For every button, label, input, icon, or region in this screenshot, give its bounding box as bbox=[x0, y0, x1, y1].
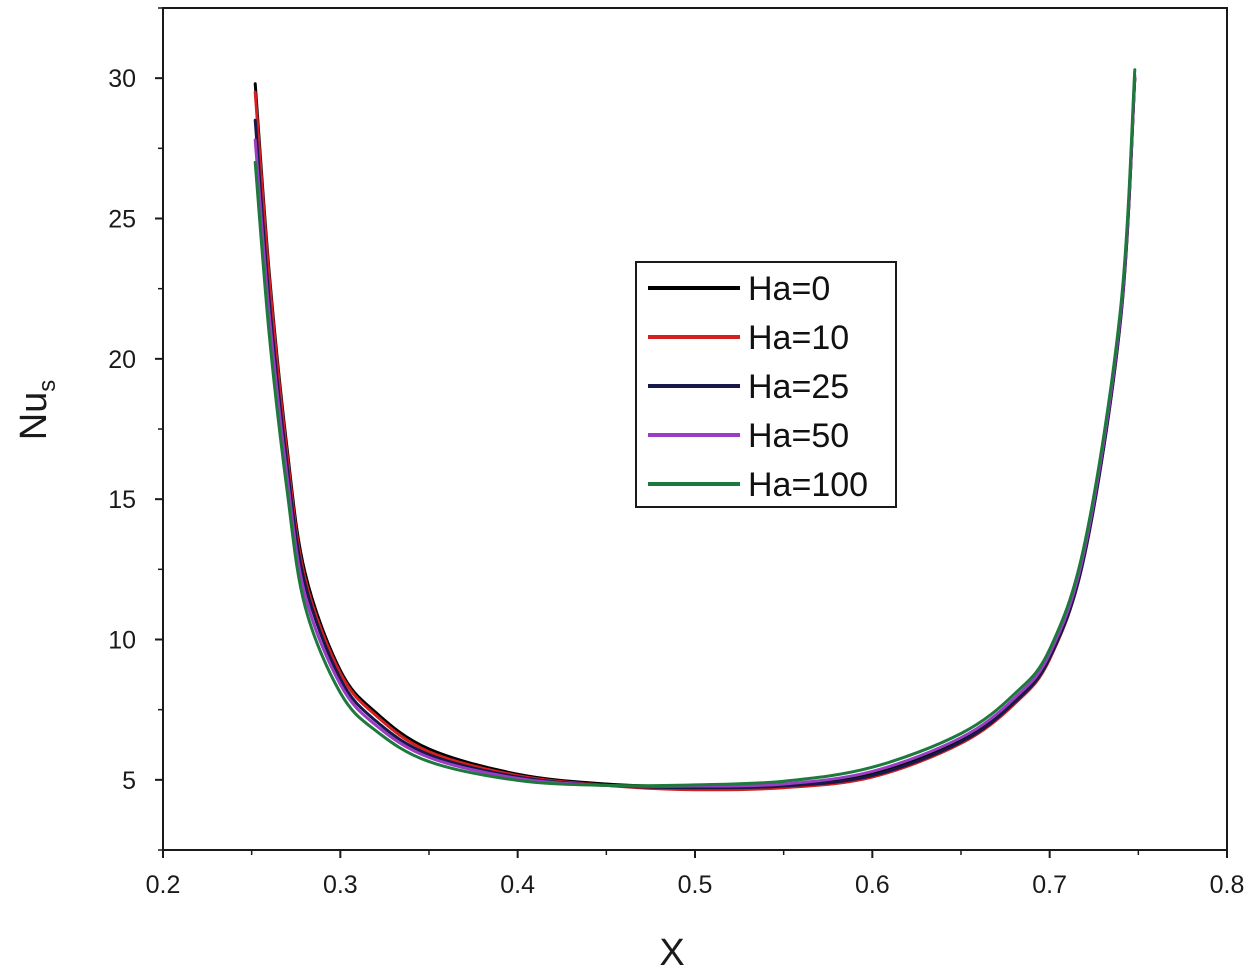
y-tick-label: 20 bbox=[108, 346, 136, 374]
y-tick-label: 30 bbox=[108, 65, 136, 93]
legend-label: Ha=100 bbox=[748, 466, 868, 504]
x-tick-label: 0.8 bbox=[1210, 871, 1245, 899]
y-tick-label: 10 bbox=[108, 627, 136, 655]
x-tick-label: 0.6 bbox=[855, 871, 890, 899]
legend-label: Ha=10 bbox=[748, 319, 849, 357]
legend-label: Ha=25 bbox=[748, 368, 849, 406]
y-axis-title-sub: s bbox=[34, 380, 61, 392]
y-tick-label: 15 bbox=[108, 486, 136, 514]
x-tick-label: 0.4 bbox=[500, 871, 535, 899]
x-tick-label: 0.7 bbox=[1032, 871, 1067, 899]
series-line-4 bbox=[253, 68, 1137, 788]
x-tick-label: 0.2 bbox=[146, 871, 181, 899]
x-tick-label: 0.5 bbox=[678, 871, 713, 899]
y-axis-title: Nus bbox=[13, 380, 61, 441]
x-tick-label: 0.3 bbox=[323, 871, 358, 899]
x-axis-title: X bbox=[659, 932, 684, 973]
y-tick-label: 5 bbox=[122, 767, 136, 795]
legend-label: Ha=0 bbox=[748, 270, 830, 308]
axis-ticks: 0.2 0.3 0.4 0.5 0.6 0.7 0.8 5 10 15 20 25 30 bbox=[108, 7, 1245, 899]
series-group bbox=[253, 68, 1137, 792]
legend: Ha=0 Ha=10 Ha=25 Ha=50 Ha=100 bbox=[635, 261, 897, 508]
legend-label: Ha=50 bbox=[748, 417, 849, 455]
y-tick-label: 25 bbox=[108, 206, 136, 234]
svg-text:Nus: Nus bbox=[13, 380, 61, 441]
y-axis-title-main: Nu bbox=[13, 392, 55, 441]
